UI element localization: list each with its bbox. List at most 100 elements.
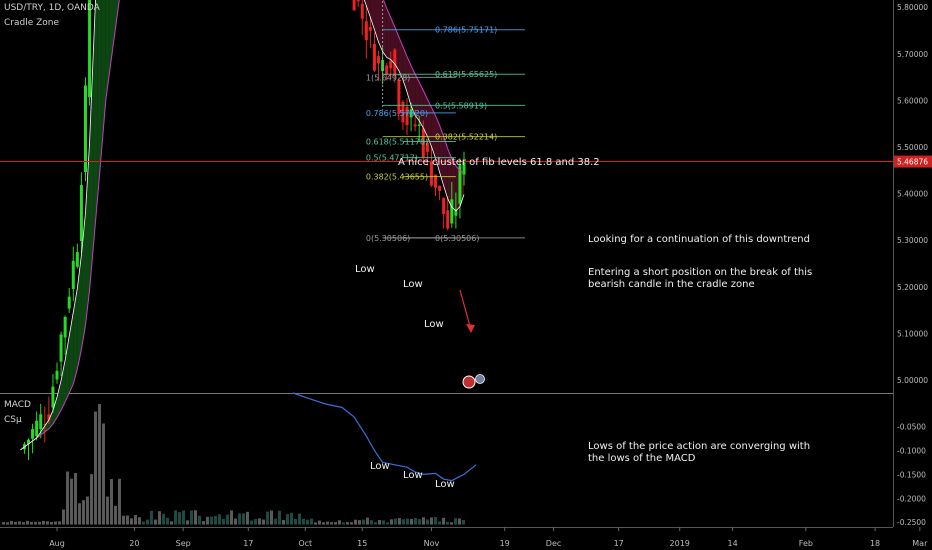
candle-body[interactable] (31, 429, 35, 439)
macd-low-label[interactable]: Low (370, 461, 390, 472)
candle-body[interactable] (35, 420, 39, 436)
candle-body[interactable] (462, 162, 466, 175)
time-tick-label[interactable]: 20 (129, 539, 139, 548)
price-low-label[interactable]: Low (424, 319, 444, 330)
time-tick-label[interactable]: 19 (500, 539, 510, 548)
candle-body[interactable] (389, 60, 393, 69)
candle-body[interactable] (401, 102, 405, 123)
candle-body[interactable] (372, 43, 376, 71)
candle-body[interactable] (51, 386, 55, 408)
price-tick-label[interactable]: 5.70000 (897, 50, 928, 59)
macd-tick-label[interactable]: -0.2500 (897, 518, 926, 527)
candle-body[interactable] (59, 334, 63, 362)
macd-axis[interactable]: -0.0500 -0.1000 -0.1500 -0.2000 -0.2500 (897, 423, 926, 528)
macd-tick-label[interactable]: -0.1500 (897, 470, 926, 479)
candle-body[interactable] (47, 414, 51, 421)
time-tick-label[interactable]: 17 (614, 539, 624, 548)
candle-body[interactable] (43, 424, 47, 426)
time-tick-label[interactable]: Aug (49, 539, 65, 548)
candle-body[interactable] (368, 26, 372, 31)
candle-body[interactable] (413, 124, 417, 127)
candle-body[interactable] (405, 106, 409, 126)
fib-level-label[interactable]: 0.382(5.52214) (435, 133, 497, 142)
fib-level-label[interactable]: 0(5.30506) (435, 234, 479, 243)
candle-body[interactable] (63, 316, 67, 338)
annotation-continuation[interactable]: Looking for a continuation of this downt… (588, 234, 810, 245)
candle-body[interactable] (434, 174, 438, 188)
candle-body[interactable] (88, 0, 92, 98)
time-tick-label[interactable]: 18 (870, 539, 880, 548)
candle-body[interactable] (27, 439, 31, 444)
annotation-macd-note[interactable]: Lows of the price action are converging … (588, 441, 811, 464)
candle-body[interactable] (67, 296, 71, 309)
candle-body[interactable] (79, 185, 83, 242)
candle-body[interactable] (458, 165, 462, 204)
price-tick-label[interactable]: 5.10000 (897, 329, 928, 338)
candle-body[interactable] (71, 260, 75, 290)
candle-body[interactable] (425, 142, 429, 152)
candle-body[interactable] (450, 199, 454, 224)
fib-level-label[interactable]: 0.786(5.75171) (435, 26, 497, 35)
time-tick-label[interactable]: Feb (799, 539, 813, 548)
price-axis[interactable]: 5.00000 5.10000 5.20000 5.30000 5.40000 5.500… (897, 0, 928, 385)
candle-body[interactable] (385, 65, 389, 75)
macd-tick-label[interactable]: -0.0500 (897, 423, 926, 432)
candle-body[interactable] (442, 197, 446, 215)
time-tick-label[interactable]: 17 (243, 539, 253, 548)
time-tick-label[interactable]: Mar (912, 539, 928, 548)
candle-body[interactable] (364, 21, 368, 41)
time-axis[interactable]: Aug 20 Sep 17 Oct 15 Nov 19 Dec 17 2019 14 Feb 18 Mar (49, 527, 928, 548)
fib-level-label[interactable]: 0.618(5.65625) (435, 70, 497, 79)
time-tick-label[interactable]: 15 (357, 539, 367, 548)
annotation-fib-cluster[interactable]: A nice cluster of fib levels 61.8 and 38… (398, 157, 600, 168)
time-tick-label[interactable]: Oct (298, 539, 312, 548)
annotation-short-entry[interactable]: Entering a short position on the break o… (588, 267, 813, 290)
fib-level-label[interactable]: 0.618(5.51178) (366, 138, 428, 147)
candle-body[interactable] (352, 0, 356, 11)
candle-body[interactable] (83, 85, 87, 172)
fib-level-label[interactable]: 0.5(5.47717) (366, 154, 418, 163)
event-flag-icon[interactable] (462, 374, 485, 389)
time-tick-label[interactable]: Dec (546, 539, 561, 548)
price-tick-label[interactable]: 5.30000 (897, 236, 928, 245)
price-tick-label[interactable]: 5.60000 (897, 96, 928, 105)
candle-body[interactable] (39, 414, 43, 430)
candle-body[interactable] (438, 185, 442, 191)
macd-low-label[interactable]: Low (435, 479, 455, 490)
price-tick-label[interactable]: 5.40000 (897, 190, 928, 199)
price-low-label[interactable]: Low (403, 279, 423, 290)
candle-body[interactable] (377, 56, 381, 64)
fib-level-label[interactable]: 0(5.30506) (366, 234, 410, 243)
candle-body[interactable] (393, 49, 397, 77)
event-count-icon[interactable] (475, 374, 485, 384)
us-flag-icon[interactable] (462, 375, 476, 389)
candle-body[interactable] (454, 209, 458, 216)
candle-body[interactable] (55, 370, 59, 380)
time-tick-label[interactable]: 2019 (670, 539, 690, 548)
candle-body[interactable] (397, 80, 401, 115)
price-tick-label[interactable]: 5.80000 (897, 3, 928, 12)
fib-level-label[interactable]: 0.382(5.43655) (366, 173, 428, 182)
candle-body[interactable] (421, 128, 425, 158)
time-tick-label[interactable]: Sep (176, 539, 191, 548)
time-tick-label[interactable]: 14 (728, 539, 738, 548)
fib-level-label[interactable]: 0.786(5.57320) (366, 109, 428, 118)
price-tick-label[interactable]: 5.20000 (897, 283, 928, 292)
fibonacci-levels[interactable]: 1(5.87332)0.786(5.75171)1(5.64928)0.618(… (366, 0, 526, 243)
price-tick-label[interactable]: 5.00000 (897, 376, 928, 385)
time-tick-label[interactable]: Nov (424, 539, 440, 548)
candle-body[interactable] (356, 0, 360, 2)
candle-body[interactable] (417, 124, 421, 126)
candle-body[interactable] (446, 210, 450, 229)
candle-body[interactable] (409, 109, 413, 118)
candle-body[interactable] (360, 3, 364, 19)
fib-level-label[interactable]: 0.5(5.58919) (435, 101, 487, 110)
price-low-label[interactable]: Low (355, 264, 375, 275)
macd-low-label[interactable]: Low (403, 470, 423, 481)
candle-body[interactable] (429, 161, 433, 186)
macd-tick-label[interactable]: -0.2000 (897, 494, 926, 503)
candle-body[interactable] (75, 252, 79, 267)
price-tick-label[interactable]: 5.50000 (897, 143, 928, 152)
fib-level-label[interactable]: 1(5.64928) (366, 73, 410, 82)
